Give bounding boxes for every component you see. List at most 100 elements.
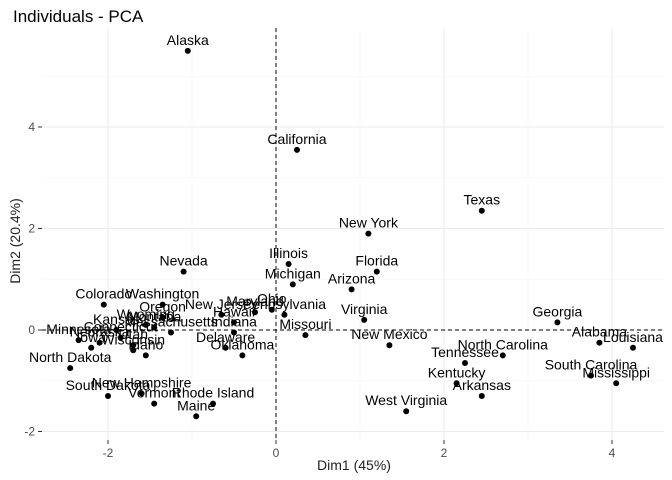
data-point xyxy=(554,319,561,326)
data-point xyxy=(302,332,309,339)
reference-lines xyxy=(42,28,664,440)
point-label: Florida xyxy=(355,253,398,269)
x-tick-label: 2 xyxy=(441,446,448,460)
point-label: Oregon xyxy=(139,298,186,314)
y-tick-label: 4 xyxy=(28,120,35,134)
data-point xyxy=(96,339,103,346)
data-point xyxy=(281,311,288,318)
point-label: Alabama xyxy=(572,324,627,340)
point-label: Virginia xyxy=(341,301,388,317)
point-label: Minnesota xyxy=(46,321,111,337)
data-point xyxy=(231,319,237,326)
point-label: Nebraska xyxy=(70,324,130,340)
point-label: Illinois xyxy=(269,245,308,261)
y-axis-title: Dim2 (20.4%) xyxy=(7,198,23,284)
point-label: Wyoming xyxy=(117,306,175,322)
data-point xyxy=(596,339,603,346)
y-tick-label: -2 xyxy=(24,425,35,439)
data-point xyxy=(403,408,410,415)
point-label: Connecticut xyxy=(84,319,158,335)
data-point xyxy=(159,314,166,321)
data-point xyxy=(180,268,187,275)
data-point xyxy=(117,334,124,341)
data-point xyxy=(168,329,174,336)
point-label: Oklahoma xyxy=(210,336,274,352)
point-label: Washington xyxy=(126,286,199,302)
point-label: Pennsylvania xyxy=(243,296,326,312)
data-point xyxy=(294,146,300,153)
point-label: Kentucky xyxy=(428,364,486,380)
point-label: Alaska xyxy=(167,32,209,48)
point-label: New York xyxy=(339,215,399,231)
point-label: Louisiana xyxy=(603,329,663,345)
point-label: Missouri xyxy=(279,316,331,332)
data-point xyxy=(138,390,145,397)
chart-title: Individuals - PCA xyxy=(13,7,144,26)
point-label: West Virginia xyxy=(365,392,447,408)
data-point xyxy=(499,352,506,359)
data-point xyxy=(289,281,296,288)
data-point xyxy=(373,268,380,275)
data-point xyxy=(130,342,137,349)
point-label: New Jersey xyxy=(185,296,258,312)
point-label: Mississippi xyxy=(582,364,650,380)
point-label: Kansas xyxy=(93,311,140,327)
data-point xyxy=(222,344,229,351)
point-label: Texas xyxy=(464,192,501,208)
data-points xyxy=(67,47,636,420)
y-tick-label: 0 xyxy=(28,323,35,337)
y-tick-label: 2 xyxy=(28,222,35,236)
point-label: Ohio xyxy=(257,291,287,307)
x-tick-label: -2 xyxy=(103,446,114,460)
point-label: Colorado xyxy=(75,286,132,302)
point-label: Arkansas xyxy=(453,377,511,393)
data-point xyxy=(75,337,82,344)
x-tick-label: 0 xyxy=(273,446,280,460)
data-point xyxy=(239,352,246,359)
data-point xyxy=(386,342,393,349)
data-point xyxy=(588,372,594,379)
point-label: Iowa xyxy=(76,329,106,345)
point-label: Montana xyxy=(127,308,182,324)
point-label: Arizona xyxy=(328,270,376,286)
point-label: New Mexico xyxy=(351,326,427,342)
point-label: Massachusetts xyxy=(124,314,217,330)
data-point xyxy=(151,400,158,407)
point-label: Wisconsin xyxy=(101,331,165,347)
point-label: Hawaii xyxy=(213,303,255,319)
point-label: Nevada xyxy=(159,253,207,269)
data-point xyxy=(67,365,74,372)
data-point xyxy=(151,324,158,331)
data-point xyxy=(285,261,292,268)
point-label: Maine xyxy=(177,397,215,413)
data-point xyxy=(113,327,120,333)
point-label: Rhode Island xyxy=(172,385,255,401)
point-label: Vermont xyxy=(128,385,180,401)
point-label: Tennessee xyxy=(431,344,499,360)
point-label: Idaho xyxy=(128,336,163,352)
data-point xyxy=(365,230,372,237)
data-point xyxy=(130,347,137,354)
data-point xyxy=(210,400,216,407)
data-point xyxy=(348,286,355,293)
point-label: Maryland xyxy=(226,293,284,309)
data-point xyxy=(268,306,275,313)
point-label: Delaware xyxy=(196,329,255,345)
data-point xyxy=(142,352,149,359)
point-label: Michigan xyxy=(265,265,321,281)
point-label: Utah xyxy=(118,326,148,342)
data-point xyxy=(193,413,200,420)
point-label: California xyxy=(267,131,326,147)
data-point xyxy=(478,392,485,399)
data-point xyxy=(142,321,149,328)
data-point xyxy=(478,207,485,214)
data-point xyxy=(231,329,237,336)
point-label: North Carolina xyxy=(458,336,548,352)
data-point xyxy=(252,309,258,316)
data-point xyxy=(613,380,620,387)
data-point xyxy=(453,380,460,387)
point-label: South Dakota xyxy=(66,377,151,393)
point-label: Indiana xyxy=(211,314,257,330)
data-point xyxy=(218,311,225,318)
data-point xyxy=(88,344,95,351)
